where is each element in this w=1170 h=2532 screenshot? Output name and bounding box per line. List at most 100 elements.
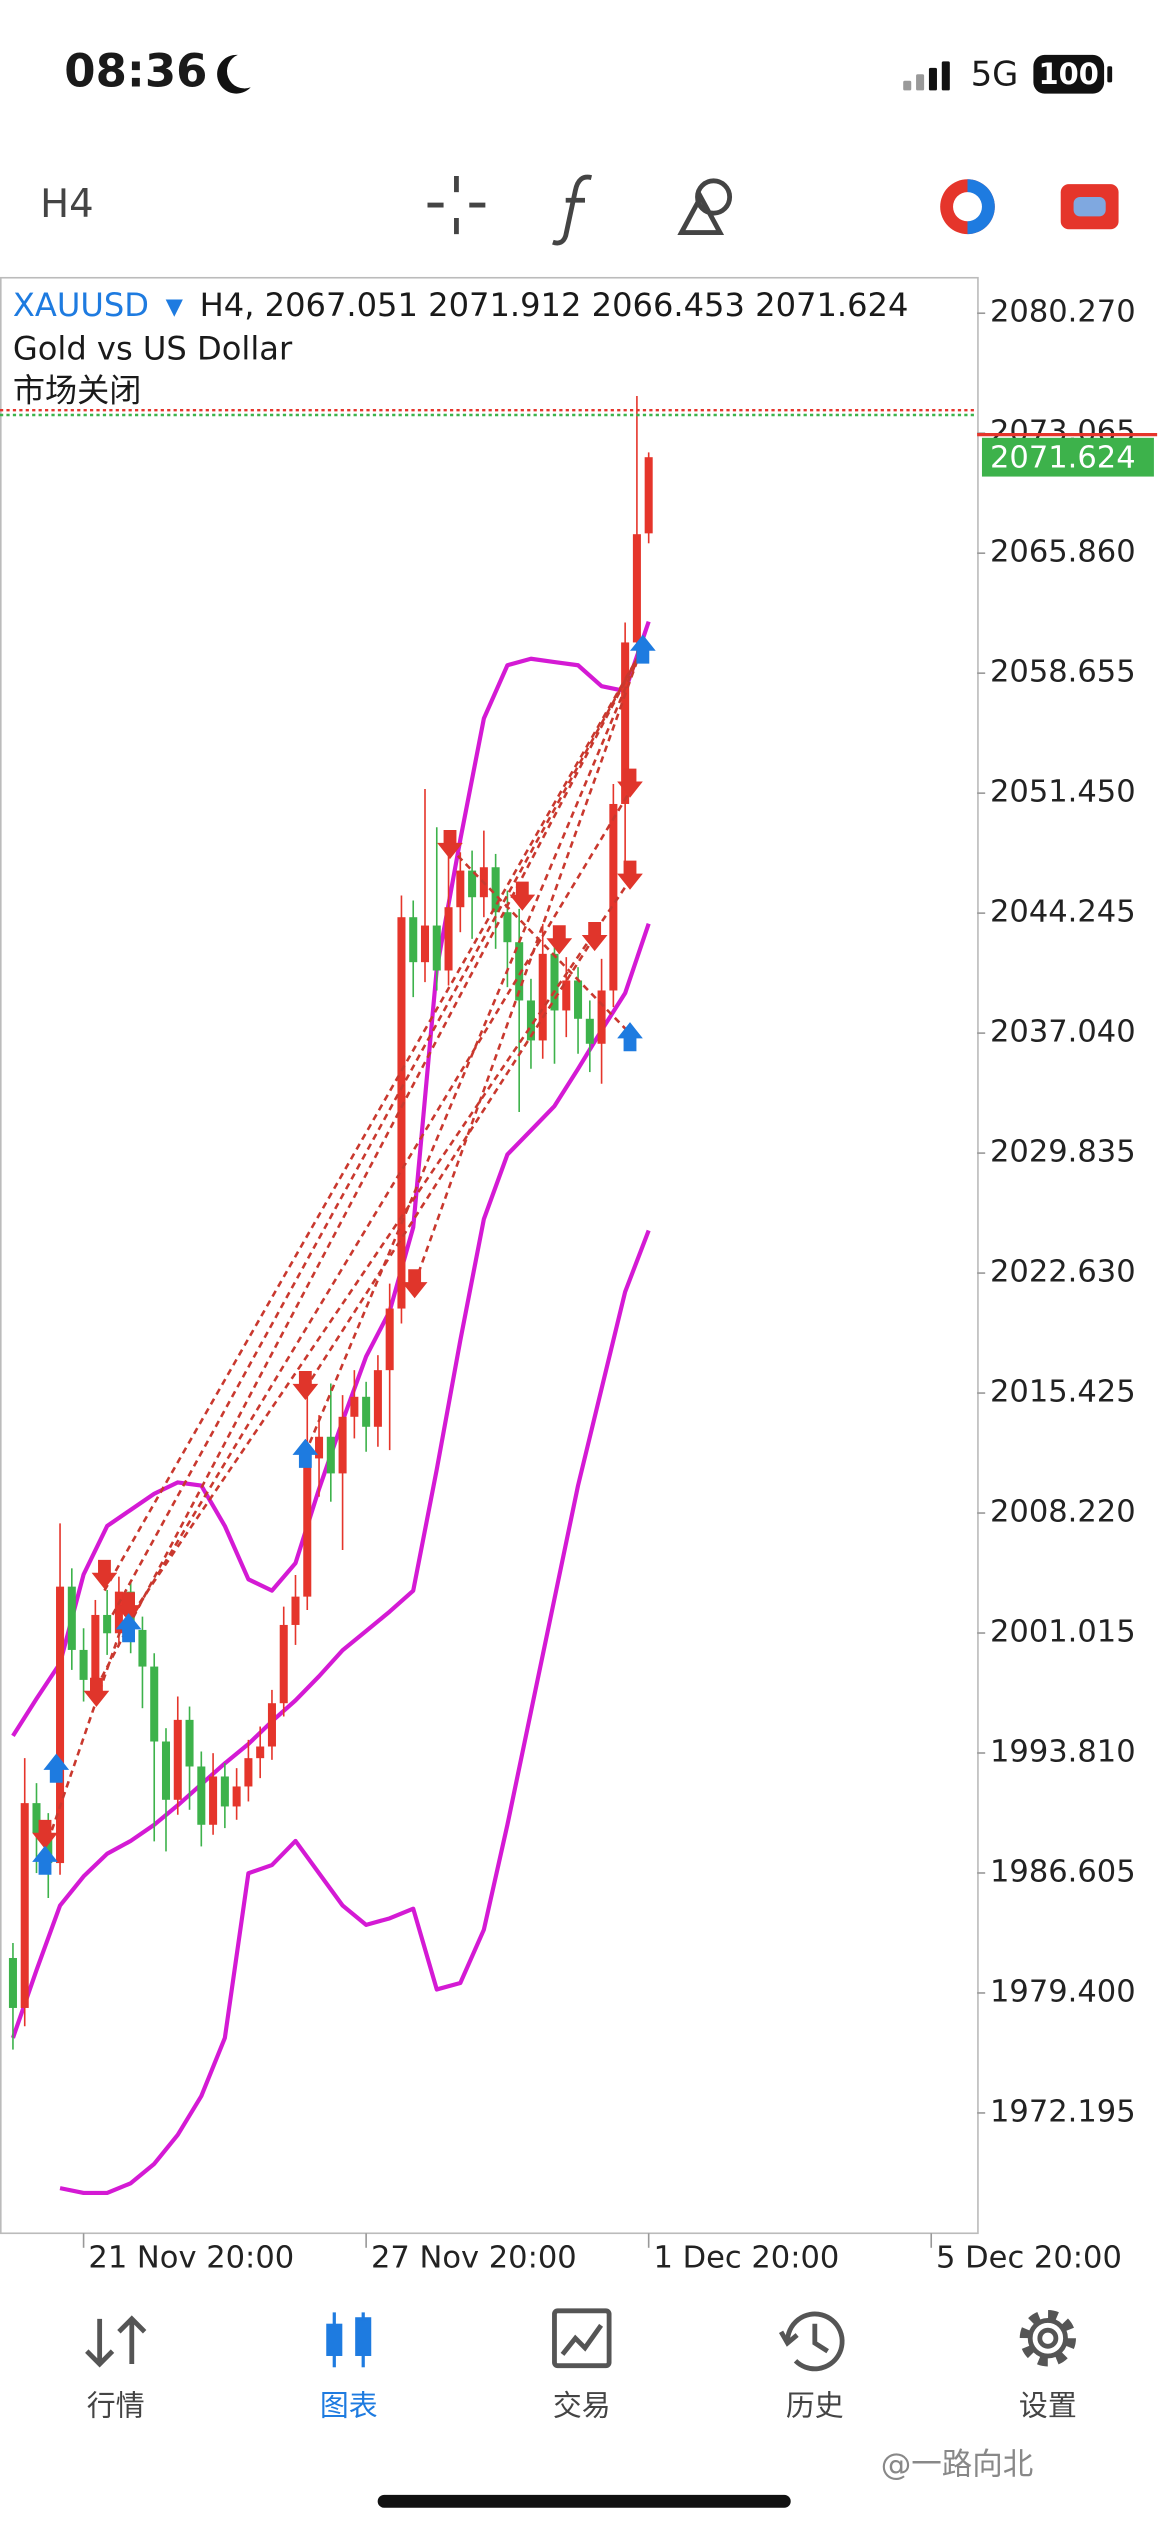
candle-body bbox=[244, 1758, 253, 1787]
network-type: 5G bbox=[971, 54, 1019, 93]
candle-body bbox=[350, 1396, 359, 1417]
home-indicator bbox=[377, 2494, 791, 2508]
plot-area bbox=[8, 395, 653, 2196]
candle-body bbox=[161, 1741, 171, 1800]
battery bbox=[1033, 54, 1105, 94]
symbol-dropdown[interactable]: ▼ bbox=[166, 293, 184, 319]
ohlc-header: H4, 2067.051 2071.912 2066.453 2071.624 bbox=[200, 286, 909, 324]
trade-tab-icon[interactable] bbox=[552, 2308, 612, 2369]
tab-label[interactable]: 行情 bbox=[87, 2389, 145, 2423]
moon-icon bbox=[217, 54, 251, 94]
y-tick-label: 2015.425 bbox=[990, 1375, 1136, 1410]
y-tick-label: 1993.810 bbox=[990, 1734, 1136, 1769]
candle-body bbox=[32, 1803, 41, 1834]
candle-body bbox=[303, 1458, 312, 1597]
y-tick-label: 2037.040 bbox=[990, 1015, 1136, 1050]
candle-body bbox=[150, 1666, 159, 1742]
candle-body bbox=[397, 917, 406, 1309]
candle-body bbox=[91, 1614, 100, 1680]
y-tick-label: 2001.015 bbox=[990, 1614, 1136, 1649]
y-tick-label: 2029.835 bbox=[990, 1135, 1136, 1170]
tab-label[interactable]: 历史 bbox=[786, 2389, 844, 2423]
candle-body bbox=[491, 867, 500, 913]
candle-body bbox=[574, 980, 583, 1019]
symbol[interactable]: XAUUSD bbox=[13, 286, 149, 324]
current-price-tag bbox=[981, 437, 1154, 477]
candle-body bbox=[621, 642, 630, 804]
candle-body bbox=[644, 457, 653, 534]
candle-body bbox=[338, 1416, 347, 1474]
candle-body bbox=[632, 534, 641, 643]
candle-body bbox=[503, 912, 512, 943]
chart-header: XAUUSD ▼ H4, 2067.051 2071.912 2066.453 … bbox=[13, 286, 909, 324]
y-tick-label: 2080.270 bbox=[990, 295, 1136, 330]
chart-icon[interactable] bbox=[326, 2312, 372, 2368]
y-tick-label: 2051.450 bbox=[990, 775, 1136, 810]
bollinger-band bbox=[59, 1229, 651, 2196]
x-tick-label: 5 Dec 20:00 bbox=[936, 2241, 1122, 2276]
candle-body bbox=[56, 1586, 65, 1864]
settings-icon[interactable] bbox=[1019, 2309, 1076, 2367]
candle-body bbox=[609, 803, 618, 991]
y-tick-label: 1986.605 bbox=[990, 1854, 1136, 1889]
candle-body bbox=[67, 1586, 76, 1650]
candle-body bbox=[538, 953, 547, 1041]
candle-body bbox=[456, 870, 465, 908]
candle-body bbox=[173, 1719, 182, 1800]
y-tick-label: 1972.195 bbox=[990, 2094, 1136, 2129]
candle-body bbox=[185, 1719, 194, 1767]
price-axis: 2080.2702073.0652065.8602058.6552051.450… bbox=[82, 295, 1158, 2276]
candle-body bbox=[291, 1596, 300, 1625]
candle-body bbox=[267, 1703, 276, 1747]
x-tick-label: 21 Nov 20:00 bbox=[88, 2241, 294, 2276]
candle-body bbox=[138, 1629, 147, 1667]
candle-body bbox=[585, 1018, 594, 1044]
y-tick-label: 2044.245 bbox=[990, 895, 1136, 930]
x-tick-label: 27 Nov 20:00 bbox=[371, 2241, 577, 2276]
y-tick-label: 2022.630 bbox=[990, 1255, 1136, 1290]
bollinger-band bbox=[10, 923, 651, 2039]
candle-body bbox=[209, 1776, 218, 1825]
indicator-icon[interactable] bbox=[552, 174, 593, 246]
signal-icon bbox=[903, 61, 950, 91]
candle-body bbox=[515, 942, 524, 1001]
quotes-icon[interactable] bbox=[85, 2315, 147, 2368]
current-price-label: 2071.624 bbox=[990, 440, 1136, 475]
candle-body bbox=[103, 1614, 112, 1634]
candle-body bbox=[526, 1000, 535, 1041]
candle-body bbox=[8, 1957, 17, 2008]
watermark: @一路向北 bbox=[881, 2447, 1034, 2482]
timeframe[interactable]: H4 bbox=[40, 182, 94, 227]
market-status: 市场关闭 bbox=[13, 371, 142, 409]
trade-lines bbox=[46, 653, 641, 1842]
tab-label[interactable]: 图表 bbox=[320, 2389, 378, 2423]
candle-body bbox=[279, 1624, 288, 1704]
y-tick-label: 2008.220 bbox=[990, 1494, 1136, 1529]
symbol-description: Gold vs US Dollar bbox=[13, 329, 293, 367]
candle-body bbox=[468, 870, 477, 898]
battery-level: 100 bbox=[1039, 57, 1099, 91]
candle-body bbox=[114, 1591, 123, 1634]
candle-body bbox=[256, 1746, 265, 1759]
tab-label[interactable]: 交易 bbox=[553, 2389, 611, 2423]
candle-body bbox=[409, 917, 418, 963]
tab-label[interactable]: 设置 bbox=[1019, 2389, 1077, 2423]
crosshair-icon[interactable] bbox=[427, 176, 486, 235]
trade-icon[interactable] bbox=[1060, 184, 1119, 230]
y-tick-label: 1979.400 bbox=[990, 1974, 1136, 2009]
candle-body bbox=[232, 1786, 241, 1807]
battery-tip bbox=[1107, 66, 1113, 83]
candle-body bbox=[562, 980, 571, 1011]
status-time: 08:36 bbox=[64, 44, 207, 97]
candle-body bbox=[432, 925, 441, 971]
x-tick-label: 1 Dec 20:00 bbox=[654, 2241, 840, 2276]
color-scheme-icon[interactable] bbox=[940, 179, 995, 235]
history-icon[interactable] bbox=[778, 2311, 845, 2372]
candle-body bbox=[373, 1370, 382, 1427]
candle-body bbox=[220, 1776, 229, 1807]
objects-icon[interactable] bbox=[677, 178, 733, 235]
chart-frame bbox=[0, 276, 979, 2235]
y-tick-label: 2065.860 bbox=[990, 535, 1136, 570]
